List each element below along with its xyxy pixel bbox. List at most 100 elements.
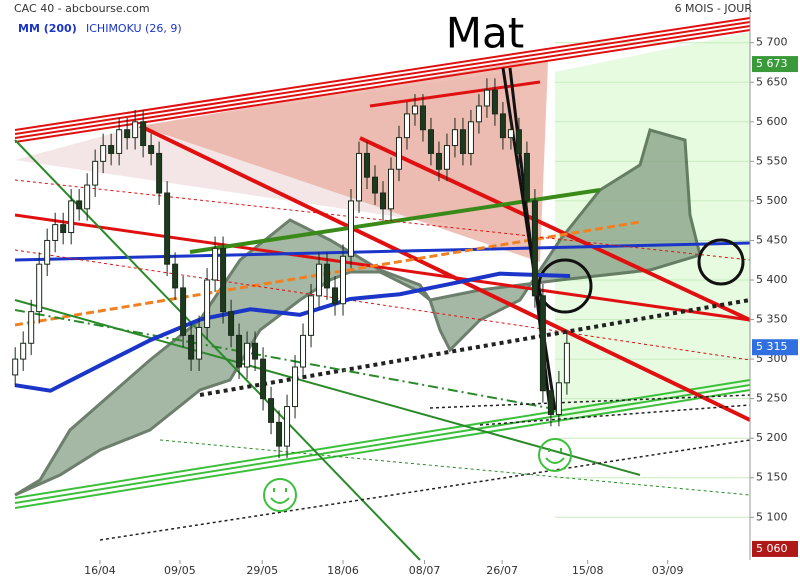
x-tick-label: 29/05 [246, 564, 278, 577]
candle-body [116, 129, 123, 154]
candle-body [252, 342, 259, 360]
y-tick-label: 5 400 [756, 273, 788, 286]
candle-body [491, 89, 498, 115]
legend-item: MM (200) [18, 22, 77, 35]
y-tick-label: 5 700 [756, 36, 788, 49]
y-tick-label: 5 500 [756, 194, 788, 207]
candle-body [180, 287, 187, 336]
candle-body [44, 239, 51, 265]
candle-body [12, 358, 19, 376]
candle-body [300, 334, 307, 368]
candle-body [292, 366, 299, 408]
x-tick-label: 26/07 [486, 564, 518, 577]
trend-lines [14, 67, 751, 561]
x-tick-label: 08/07 [409, 564, 441, 577]
candle-body [156, 152, 163, 194]
price-tag-label: 5 315 [756, 340, 788, 353]
y-tick-label: 5 550 [756, 154, 788, 167]
legend-item: ICHIMOKU (26, 9) [86, 22, 182, 35]
candle-body [36, 263, 43, 313]
moving-average [14, 271, 571, 393]
candle-body [220, 247, 227, 313]
y-tick-label: 5 250 [756, 392, 788, 405]
x-tick-label: 18/06 [327, 564, 359, 577]
candle-body [188, 334, 195, 360]
candle-body [507, 129, 514, 139]
candle-body [451, 129, 458, 147]
candle-body [563, 342, 570, 384]
candle-body [68, 200, 75, 234]
candle-body [76, 200, 83, 210]
candle-body [172, 263, 179, 289]
price-tag [752, 56, 798, 73]
candle-body [52, 224, 59, 241]
price-tag [752, 339, 798, 356]
candle-body [443, 145, 450, 170]
green-band [14, 379, 751, 509]
candle-body [228, 311, 235, 336]
candle-body [387, 168, 394, 210]
candle-body [140, 121, 147, 147]
y-tick-label: 5 300 [756, 352, 788, 365]
chart-title: CAC 40 - abcbourse.com [14, 2, 150, 15]
candle-body [379, 192, 386, 210]
candle-body [395, 137, 402, 170]
y-tick-label: 5 350 [756, 313, 788, 326]
candle-body [475, 105, 482, 123]
candle-body [108, 145, 115, 154]
candle-body [372, 176, 378, 194]
candle-body [308, 295, 315, 336]
candle-body [467, 121, 474, 154]
candle-body [196, 326, 203, 360]
y-tick-label: 5 100 [756, 510, 788, 523]
y-tick-label: 5 200 [756, 431, 788, 444]
candle-body [555, 382, 562, 415]
candle-body [499, 113, 506, 139]
y-tick-label: 5 450 [756, 233, 788, 246]
candle-body [124, 129, 131, 139]
candle-body [260, 358, 267, 400]
candle-body [92, 160, 99, 186]
highlight-circle [537, 258, 593, 314]
candle-body [20, 342, 27, 360]
candle-body [364, 152, 371, 178]
x-tick-label: 09/05 [164, 564, 196, 577]
candle-body [244, 342, 251, 368]
candle-body [148, 145, 155, 154]
candle-body [348, 200, 355, 257]
candle-body [531, 200, 538, 297]
candle-body [212, 247, 219, 281]
price-tag-label: 5 673 [756, 57, 788, 70]
candle-body [483, 89, 490, 107]
x-tick-label: 15/08 [572, 564, 604, 577]
candle-body [284, 406, 291, 447]
candle-body [268, 398, 275, 423]
annotation: Mat [446, 9, 524, 58]
y-tick-label: 5 600 [756, 115, 788, 128]
candle-body [539, 295, 546, 392]
candle-body [332, 287, 339, 305]
period: 6 MOIS - JOUR [675, 2, 753, 15]
ichimoku-cloud [14, 128, 702, 497]
candle-body [411, 105, 418, 115]
price-tag [752, 540, 798, 557]
candle-body [28, 311, 35, 344]
y-tick-label: 5 650 [756, 75, 788, 88]
candle-body [236, 334, 243, 368]
candle-body [276, 421, 283, 447]
candle-body [547, 390, 554, 415]
y-tick-label: 5 150 [756, 471, 788, 484]
price-tag-label: 5 060 [756, 542, 788, 555]
candle-body [459, 129, 466, 154]
candle-body [427, 129, 434, 154]
candle-body [132, 121, 139, 139]
highlight-circle [697, 238, 745, 286]
candle-body [324, 263, 331, 289]
candle-body [204, 279, 211, 328]
candle-body [60, 224, 67, 234]
candle-body [419, 105, 426, 131]
candle-body [515, 129, 522, 154]
candle-body [435, 152, 442, 170]
candle-body [340, 255, 347, 305]
